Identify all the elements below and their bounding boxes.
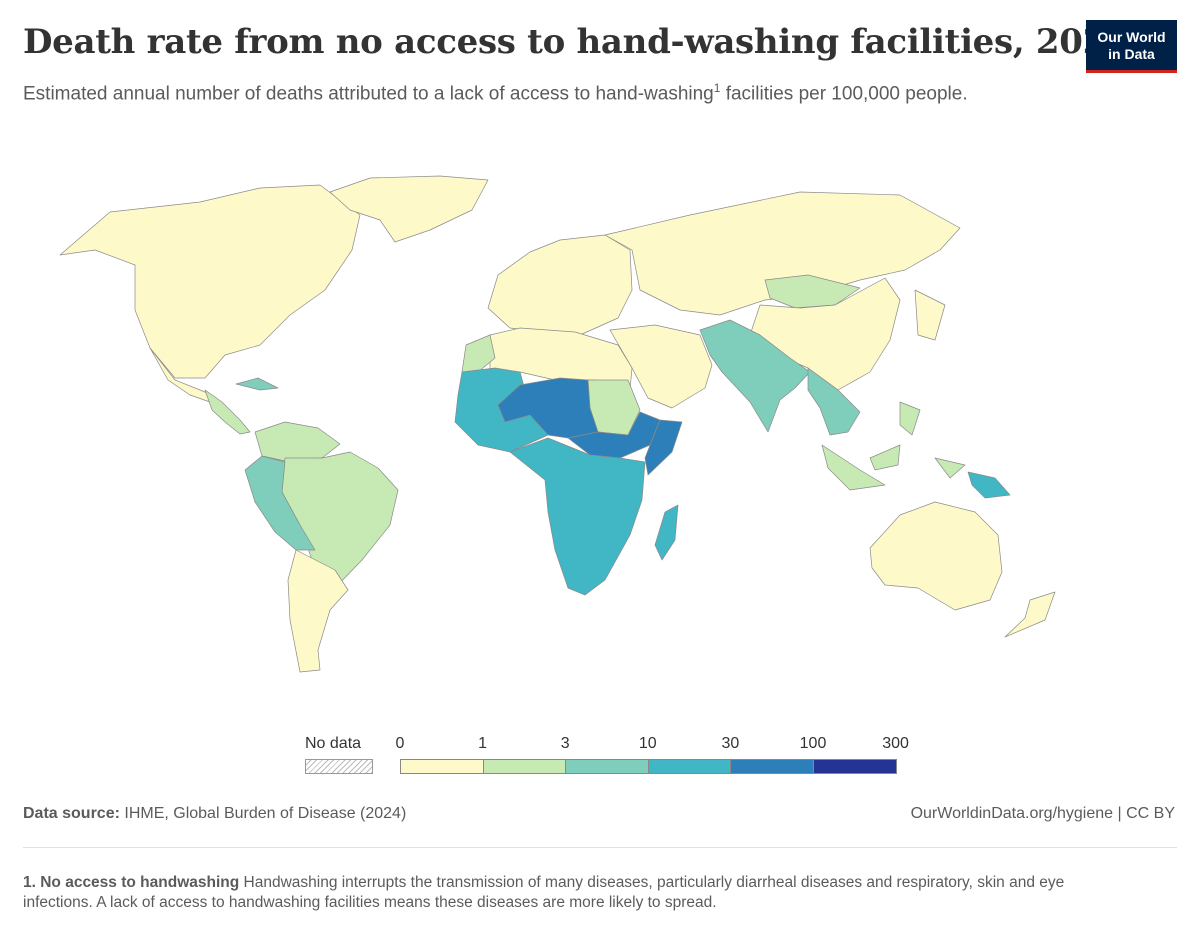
legend-bin-3[interactable]: [647, 759, 732, 774]
map-legend: No data 0 1 3 10 30 100 300: [300, 734, 920, 780]
footnote-text: Handwashing interrupts the transmission …: [23, 874, 1065, 911]
region-south-asia[interactable]: [699, 319, 811, 433]
footnote: 1. No access to handwashing Handwashing …: [23, 873, 1133, 913]
legend-bin-5[interactable]: [813, 759, 897, 774]
subtitle-tail: facilities per 100,000 people.: [720, 83, 968, 105]
world-map: [0, 140, 1200, 720]
legend-nodata-swatch[interactable]: [305, 759, 373, 774]
region-central-southern-africa[interactable]: [509, 437, 646, 596]
source-text[interactable]: IHME, Global Burden of Disease (2024): [119, 805, 407, 822]
legend-tick-label: 300: [882, 735, 909, 752]
region-central-america[interactable]: [204, 389, 251, 435]
logo-line-1: Our World: [1097, 29, 1166, 45]
region-cuba[interactable]: [235, 377, 279, 391]
data-source: Data source: IHME, Global Burden of Dise…: [23, 805, 406, 823]
footer-divider: [23, 847, 1177, 848]
subtitle-text: Estimated annual number of deaths attrib…: [23, 83, 714, 105]
region-australia-new-zealand[interactable]: [869, 501, 1056, 638]
footnote-marker[interactable]: 1: [713, 81, 721, 95]
region-madagascar[interactable]: [654, 504, 679, 561]
region-indonesia-philippines[interactable]: [821, 401, 966, 491]
logo-line-2: in Data: [1108, 46, 1155, 62]
region-southeast-asia-mainland[interactable]: [807, 367, 861, 436]
legend-bin-2[interactable]: [565, 759, 649, 774]
region-morocco[interactable]: [461, 334, 496, 373]
chart-subtitle: Estimated annual number of deaths attrib…: [23, 76, 1013, 106]
legend-tick-label: 30: [721, 735, 740, 752]
legend-bin-0[interactable]: [400, 759, 484, 774]
legend-tick-label: 0: [395, 735, 405, 752]
region-peru-bolivia[interactable]: [244, 455, 316, 551]
legend-nodata-label: No data: [305, 735, 362, 752]
legend-bin-4[interactable]: [730, 759, 814, 774]
region-russia-central-asia[interactable]: [604, 191, 961, 316]
country-shapes: [59, 175, 1056, 673]
world-map-svg: [59, 175, 1056, 673]
region-europe[interactable]: [487, 234, 633, 336]
legend-tick-label: 3: [560, 735, 570, 752]
owid-logo[interactable]: Our World in Data: [1086, 20, 1177, 73]
legend-tick-label: 10: [638, 735, 657, 752]
credit-link[interactable]: OurWorldinData.org/hygiene | CC BY: [910, 805, 1175, 822]
source-label: Data source:: [23, 805, 120, 822]
region-greenland[interactable]: [329, 175, 489, 243]
legend-tick-label: 1: [478, 735, 488, 752]
region-papua-new-guinea[interactable]: [967, 471, 1011, 499]
region-colombia-venezuela[interactable]: [254, 421, 341, 463]
region-middle-east[interactable]: [609, 324, 713, 409]
footnote-label: 1. No access to handwashing: [23, 874, 240, 891]
legend-bin-1[interactable]: [482, 759, 567, 774]
chart-title: Death rate from no access to hand-washin…: [23, 22, 1130, 62]
region-north-america[interactable]: [59, 184, 361, 379]
region-southern-cone[interactable]: [287, 549, 349, 673]
region-somalia[interactable]: [644, 419, 683, 476]
legend-tick-label: 100: [799, 735, 827, 752]
